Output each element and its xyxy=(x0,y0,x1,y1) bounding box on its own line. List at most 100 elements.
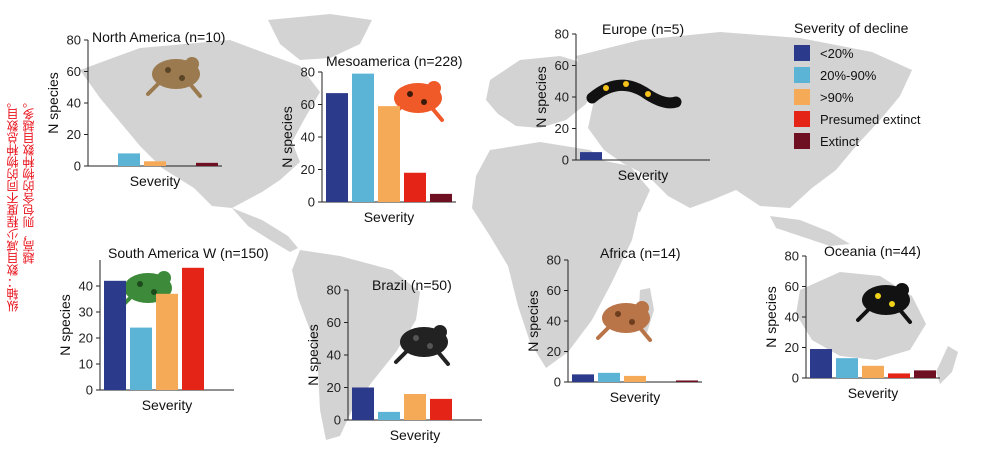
frog-image xyxy=(146,57,202,98)
bar-extinct xyxy=(914,370,936,378)
y-axis-label: N species xyxy=(279,106,295,167)
bar-90 xyxy=(378,106,400,202)
legend-label: <20% xyxy=(820,45,854,61)
x-axis-label: Severity xyxy=(390,427,441,443)
y-tick-label: 0 xyxy=(792,371,799,386)
x-axis-label: Severity xyxy=(848,385,899,401)
y-tick-label: 20 xyxy=(547,344,561,359)
chart-title: Oceania (n=44) xyxy=(824,243,921,259)
y-tick-label: 0 xyxy=(86,383,93,398)
y-axis-label: N species xyxy=(763,286,779,347)
x-axis-label: Severity xyxy=(618,167,669,183)
chart-title: North America (n=10) xyxy=(92,29,225,45)
legend-item: Presumed extinct xyxy=(794,108,920,130)
bar-20 xyxy=(810,349,832,378)
bar-20 xyxy=(104,280,126,390)
bar-20 xyxy=(326,93,348,202)
legend-item: <20% xyxy=(794,42,920,64)
y-tick-label: 40 xyxy=(67,96,81,111)
annotation-line-2: 越高，则包含的物种数目越多。 xyxy=(22,96,36,264)
y-tick-label: 60 xyxy=(785,279,799,294)
y-tick-label: 60 xyxy=(67,64,81,79)
bar-20-90 xyxy=(130,327,152,390)
chart-north-america: North America (n=10) 0 20 40 60 80 N species Se… xyxy=(40,22,280,207)
bar-presumed-extinct xyxy=(404,172,426,202)
y-axis-label: N species xyxy=(533,66,549,127)
chart-mesoamerica: Mesoamerica (n=228) 0 20 40 60 80 N species Sev… xyxy=(270,50,510,245)
y-tick-label: 80 xyxy=(547,253,561,268)
bar-90 xyxy=(862,365,884,378)
y-tick-label: 20 xyxy=(555,121,569,136)
bar-extinct xyxy=(196,162,218,166)
frog-image xyxy=(586,79,682,109)
chart-europe: Europe (n=5) 0 20 40 60 80 N species Severity xyxy=(524,18,764,198)
chart-title: Africa (n=14) xyxy=(600,245,681,261)
chart-title: South America W (n=150) xyxy=(108,245,269,261)
y-tick-label: 0 xyxy=(554,375,561,390)
bar-20 xyxy=(352,387,374,420)
bar-extinct xyxy=(430,193,452,202)
y-tick-label: 80 xyxy=(301,65,315,80)
y-tick-label: 60 xyxy=(301,97,315,112)
y-tick-label: 80 xyxy=(785,249,799,264)
bar-90 xyxy=(624,375,646,382)
y-tick-label: 80 xyxy=(555,27,569,42)
legend-swatch xyxy=(794,67,810,83)
y-tick-label: 40 xyxy=(301,130,315,145)
annotation-line-1: 纵轴：数目减少程度不同的物种总数目。 xyxy=(6,96,20,312)
bar-presumed-extinct xyxy=(888,373,910,378)
y-tick-label: 40 xyxy=(79,279,93,294)
bar-20 xyxy=(572,374,594,382)
y-tick-label: 20 xyxy=(785,340,799,355)
y-tick-label: 20 xyxy=(327,380,341,395)
bar-20-90 xyxy=(378,411,400,420)
y-tick-label: 0 xyxy=(74,159,81,174)
x-axis-label: Severity xyxy=(610,389,661,405)
y-axis-label: N species xyxy=(525,290,541,351)
y-tick-label: 40 xyxy=(547,314,561,329)
y-axis-label: N species xyxy=(57,294,73,355)
x-axis-label: Severity xyxy=(142,397,193,413)
y-axis-label: N species xyxy=(305,324,321,385)
bar-presumed-extinct xyxy=(430,398,452,420)
chart-title: Brazil (n=50) xyxy=(372,277,452,293)
legend: Severity of decline <20% 20%-90% >90% Pr… xyxy=(794,20,920,152)
bar-20-90 xyxy=(836,358,858,378)
y-axis-label: N species xyxy=(45,72,61,133)
y-tick-label: 40 xyxy=(327,348,341,363)
chart-south-america-w: South America W (n=150) 0 10 20 30 40 N specie… xyxy=(52,242,292,427)
y-tick-label: 0 xyxy=(562,153,569,168)
bar-90 xyxy=(156,293,178,390)
bar-20-90 xyxy=(598,372,620,382)
y-tick-label: 60 xyxy=(547,283,561,298)
frog-image xyxy=(856,283,912,324)
legend-label: Presumed extinct xyxy=(820,111,921,127)
bar-20 xyxy=(580,152,602,160)
legend-label: 20%-90% xyxy=(820,67,877,83)
legend-swatch xyxy=(794,133,810,149)
y-tick-label: 80 xyxy=(327,283,341,298)
legend-item: 20%-90% xyxy=(794,64,920,86)
frog-image xyxy=(394,325,450,366)
legend-swatch xyxy=(794,111,810,127)
chinese-annotation: 纵轴：数目减少程度不同的物种总数目。 越高，则包含的物种数目越多。 xyxy=(6,96,40,336)
bar-90 xyxy=(404,394,426,420)
bar-20-90 xyxy=(352,73,374,202)
y-tick-label: 20 xyxy=(67,127,81,142)
chart-brazil: Brazil (n=50) 0 20 40 60 80 N species Severity xyxy=(300,276,510,456)
legend-label: Extinct xyxy=(820,133,860,149)
legend-swatch xyxy=(794,45,810,61)
y-tick-label: 20 xyxy=(79,331,93,346)
chart-africa: Africa (n=14) 0 20 40 60 80 N species Severity xyxy=(522,244,722,419)
y-tick-label: 40 xyxy=(785,310,799,325)
x-axis-label: Severity xyxy=(130,173,181,189)
chart-title: Mesoamerica (n=228) xyxy=(326,53,463,69)
y-tick-label: 60 xyxy=(555,58,569,73)
bar-90 xyxy=(144,161,166,166)
bar-presumed-extinct xyxy=(182,267,204,390)
chart-oceania: Oceania (n=44) 0 20 40 60 80 N species Severity xyxy=(760,240,980,415)
y-tick-label: 0 xyxy=(334,413,341,428)
y-tick-label: 40 xyxy=(555,90,569,105)
y-tick-label: 0 xyxy=(308,195,315,210)
y-tick-label: 60 xyxy=(327,315,341,330)
